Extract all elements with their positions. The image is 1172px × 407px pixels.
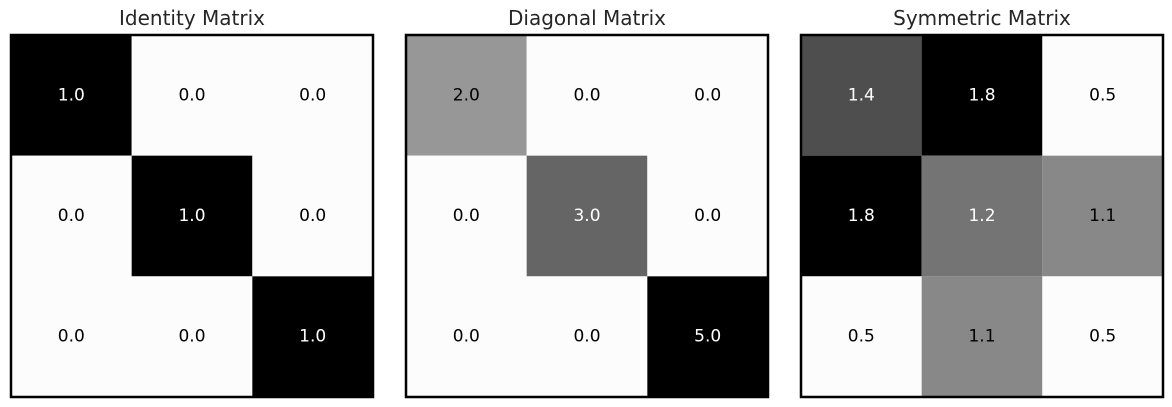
cell-value-label: 0.5 [1089, 85, 1116, 105]
cell-value-label: 1.1 [1089, 206, 1116, 226]
panel-frame [9, 33, 375, 399]
heatmap-cell [1042, 276, 1163, 397]
cell-value-label: 1.8 [968, 85, 995, 105]
cell-value-label: 1.2 [968, 206, 995, 226]
heatmap-cell [921, 35, 1043, 156]
heatmap-panel-2: Diagonal Matrix 2.0 0.0 0.0 0.0 3.0 0.0 0.0 0.0 5… [404, 6, 770, 399]
cell-value-label: 0.0 [694, 85, 721, 105]
heatmap-cell [801, 155, 922, 277]
heatmap-cell [406, 155, 527, 277]
heatmap-cell [11, 276, 132, 397]
cell-value-label: 0.0 [178, 85, 205, 105]
heatmap-cell [801, 276, 922, 397]
cell-value-label: 2.0 [453, 85, 480, 105]
cell-value-label: 0.5 [1089, 327, 1116, 347]
panel-title: Identity Matrix [119, 6, 265, 30]
cell-value-label: 1.0 [299, 327, 326, 347]
cell-value-label: 0.0 [453, 327, 480, 347]
cell-value-label: 1.8 [848, 206, 875, 226]
heatmap-cell [1042, 35, 1163, 156]
heatmap-cell [131, 276, 253, 397]
heatmap-cell [131, 35, 253, 156]
heatmap-cell [526, 276, 648, 397]
heatmap-cell [526, 155, 648, 277]
cell-value-label: 1.4 [848, 85, 875, 105]
heatmap-cell [11, 155, 132, 277]
cell-value-label: 0.0 [299, 206, 326, 226]
cell-value-label: 0.0 [573, 85, 600, 105]
heatmap-cell [921, 155, 1043, 277]
heatmap-cell [647, 35, 768, 156]
cell-value-label: 0.0 [694, 206, 721, 226]
cell-value-label: 1.0 [178, 206, 205, 226]
cell-value-label: 0.0 [573, 327, 600, 347]
heatmap-cell [252, 35, 373, 156]
heatmap-cell [131, 155, 253, 277]
cell-value-label: 1.1 [968, 327, 995, 347]
cell-value-label: 5.0 [694, 327, 721, 347]
heatmap-cell [801, 35, 922, 156]
cell-value-label: 0.5 [848, 327, 875, 347]
heatmap-cell [252, 276, 373, 397]
cell-value-label: 0.0 [178, 327, 205, 347]
cell-value-label: 0.0 [58, 327, 85, 347]
heatmap-cell [406, 35, 527, 156]
panel-title: Diagonal Matrix [508, 6, 666, 30]
heatmap-cell [1042, 155, 1163, 277]
cell-value-label: 3.0 [573, 206, 600, 226]
cell-value-label: 0.0 [299, 85, 326, 105]
cell-value-label: 0.0 [453, 206, 480, 226]
heatmap-cell [252, 155, 373, 277]
panel-title: Symmetric Matrix [893, 6, 1071, 30]
cell-value-label: 0.0 [58, 206, 85, 226]
heatmap-cell [647, 276, 768, 397]
heatmap-cell [647, 155, 768, 277]
cell-value-label: 1.0 [58, 85, 85, 105]
heatmap-cell [921, 276, 1043, 397]
heatmap-cell [526, 35, 648, 156]
heatmap-panel-3: Symmetric Matrix 1.4 1.8 0.5 1.8 1.2 1.1 0.5 1.1… [799, 6, 1165, 399]
heatmap-panel-1: Identity Matrix 1.0 0.0 0.0 0.0 1.0 0.0 0.0 0.0 1… [9, 6, 375, 399]
panel-frame [799, 33, 1165, 399]
panel-frame [404, 33, 770, 399]
heatmap-cell [11, 35, 132, 156]
heatmap-cell [406, 276, 527, 397]
